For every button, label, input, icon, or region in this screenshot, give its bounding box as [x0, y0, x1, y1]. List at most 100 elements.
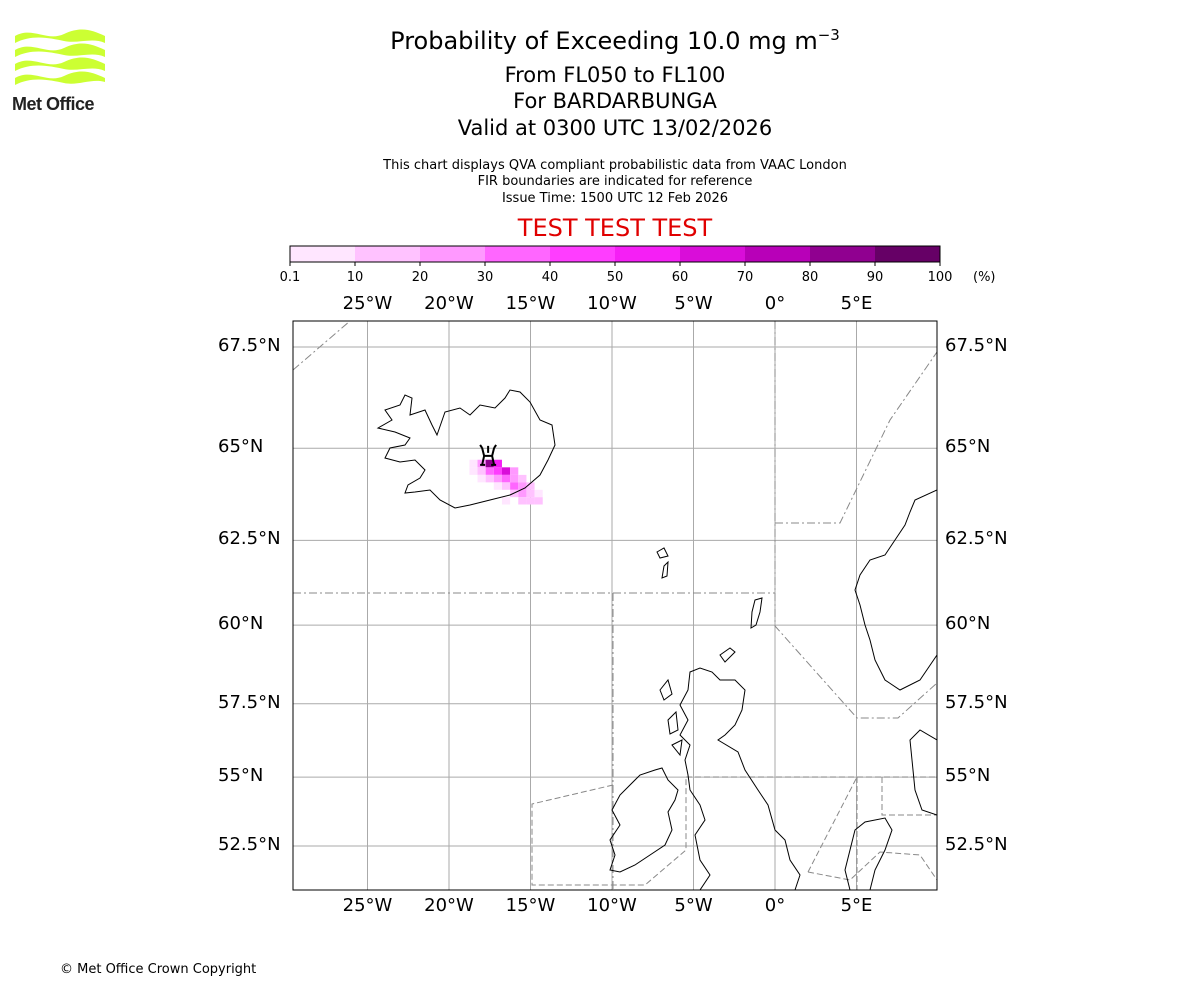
colorbar-segment: [810, 246, 875, 262]
valid-time: Valid at 0300 UTC 13/02/2026: [457, 116, 773, 140]
latitude-label: 52.5°N: [218, 833, 281, 855]
probability-cell: [485, 467, 494, 475]
longitude-label: 5°W: [674, 293, 713, 314]
volcano-name: For BARDARBUNGA: [513, 89, 717, 113]
chart-title: Probability of Exceeding 10.0 mg m−3: [390, 26, 840, 55]
longitude-label: 15°W: [505, 895, 556, 916]
colorbar-tick-label: 70: [736, 270, 754, 285]
graticule: [293, 321, 937, 890]
longitude-label: 10°W: [587, 895, 637, 916]
latitude-label: 62.5°N: [945, 528, 1008, 550]
probability-cell: [501, 482, 511, 490]
latitude-label: 60°N: [945, 613, 991, 635]
longitude-label: 20°W: [424, 293, 474, 314]
issue-time: Issue Time: 1500 UTC 12 Feb 2026: [501, 191, 729, 206]
iceland-coast: [376, 389, 556, 509]
colorbar-tick-label: 60: [671, 270, 689, 285]
longitude-label: 25°W: [342, 895, 393, 916]
great-britain-coast: [679, 667, 801, 890]
test-banner: TEST TEST TEST: [517, 214, 713, 242]
probability-cell: [469, 467, 478, 475]
shetland-coast: [750, 597, 763, 629]
norway-coast: [854, 489, 937, 691]
colorbar-segment: [680, 246, 745, 262]
probability-cell: [510, 482, 519, 490]
probability-cell: [518, 497, 527, 505]
latitude-label: 62.5°N: [218, 528, 281, 550]
latitude-label: 60°N: [218, 613, 264, 635]
probability-cell: [518, 474, 527, 483]
probability-cell: [493, 459, 502, 468]
map-frame: [292, 320, 938, 891]
longitude-label: 5°W: [674, 895, 713, 916]
colorbar-segment: [355, 246, 420, 262]
colorbar-tick-label: 50: [606, 270, 624, 285]
longitude-label: 0°: [764, 293, 786, 314]
longitude-label: 15°W: [505, 293, 556, 314]
coastlines: [376, 389, 937, 890]
probability-cell: [526, 482, 535, 490]
probability-cell: [526, 497, 535, 505]
latitude-label: 57.5°N: [218, 691, 281, 713]
probability-cell: [526, 489, 535, 498]
colorbar-segment: [420, 246, 485, 262]
copyright: © Met Office Crown Copyright: [60, 962, 257, 977]
latitude-label: 55°N: [218, 765, 264, 787]
probability-cell: [485, 459, 494, 468]
denmark-coast: [909, 729, 937, 816]
colorbar-segment: [615, 246, 680, 262]
probability-cell: [534, 497, 543, 505]
probability-cell: [510, 467, 519, 475]
colorbar-unit: (%): [973, 270, 996, 285]
latitude-label: 52.5°N: [945, 833, 1008, 855]
probability-cell: [510, 474, 519, 483]
probability-cell: [518, 482, 527, 490]
colorbar-tick-label: 30: [476, 270, 494, 285]
volcano-marker-icon: [479, 444, 497, 466]
colorbar-tick-label: 80: [801, 270, 819, 285]
colorbar: [289, 245, 941, 266]
latitude-label: 67.5°N: [218, 335, 281, 356]
logo-text: Met Office: [12, 94, 95, 114]
colorbar-tick-label: 100: [927, 270, 953, 285]
colorbar-segment: [875, 246, 940, 262]
probability-cell: [485, 474, 494, 483]
flight-levels: From FL050 to FL100: [504, 63, 726, 87]
longitude-label: 25°W: [342, 293, 393, 314]
met-office-logo: Met Office: [12, 28, 112, 115]
colorbar-tick-label: 90: [866, 270, 884, 285]
probability-cell: [493, 474, 502, 483]
probability-cell: [501, 467, 511, 475]
colorbar-segment: [745, 246, 810, 262]
longitude-label: 0°: [764, 895, 786, 916]
faroe-coast: [656, 547, 669, 559]
colorbar-tick-label: 40: [541, 270, 559, 285]
latitude-label: 67.5°N: [945, 335, 1008, 356]
colorbar-tick-label: 20: [411, 270, 429, 285]
colorbar-tick-label: 0.1: [279, 270, 301, 285]
colorbar-segment: [550, 246, 615, 262]
colorbar-segment: [290, 246, 355, 262]
longitude-label: 10°W: [587, 293, 637, 314]
probability-cell: [501, 474, 511, 483]
subtitle-line-1: This chart displays QVA compliant probab…: [383, 158, 847, 173]
waves-logo-icon: [15, 29, 105, 85]
latitude-label: 65°N: [218, 436, 264, 458]
probability-cell: [477, 474, 486, 483]
colorbar-segment: [485, 246, 550, 262]
longitude-label: 5°E: [840, 293, 873, 314]
probability-cell: [501, 497, 511, 505]
latitude-label: 65°N: [945, 436, 991, 458]
probability-cell: [493, 482, 502, 490]
latitude-label: 55°N: [945, 765, 991, 787]
latitude-label: 57.5°N: [945, 691, 1008, 713]
ireland-coast: [609, 767, 679, 873]
probability-cell: [534, 489, 543, 498]
longitude-label: 20°W: [424, 895, 474, 916]
colorbar-tick-label: 10: [346, 270, 364, 285]
longitude-label: 5°E: [840, 895, 873, 916]
subtitle-line-2: FIR boundaries are indicated for referen…: [477, 174, 753, 189]
probability-cell: [518, 489, 527, 498]
fir-boundaries: [293, 321, 937, 890]
